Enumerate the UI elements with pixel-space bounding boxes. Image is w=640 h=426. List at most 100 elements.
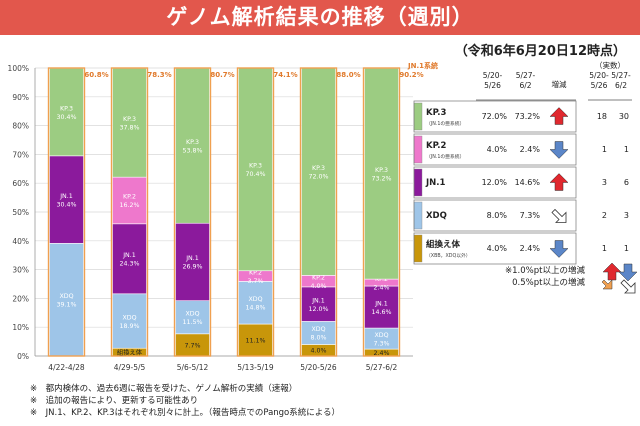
bar-data-label: JN.1 30.4%: [56, 193, 76, 209]
bar-segment: [364, 67, 399, 280]
row-name: XDQ: [426, 211, 447, 221]
bar-data-label: KP.3 72.0%: [308, 165, 328, 181]
row-color-swatch: [413, 201, 423, 230]
bar-data-label: XDQ 14.8%: [245, 296, 265, 312]
footnote-2: ※ 追加の報告により、更新する可能性あり: [30, 396, 199, 406]
row-pct-curr: 2.4%: [520, 145, 541, 154]
arrow-down-icon: [549, 141, 569, 159]
bar-data-label: XDQ 39.1%: [56, 293, 76, 309]
bar-data-label: JN.1 12.0%: [308, 297, 328, 313]
jn1-lineage-pct: 90.2%: [399, 71, 423, 79]
table-header-period: 5/27-6/2: [516, 71, 536, 90]
row-count-curr: 1: [624, 244, 629, 253]
row-name: KP.2: [426, 141, 446, 151]
row-pct-prev: 12.0%: [482, 178, 508, 187]
y-tick-label: 0%: [17, 352, 29, 361]
row-name: KP.3: [426, 108, 446, 118]
jn1-lineage-pct: 60.8%: [84, 71, 108, 79]
row-frame: [413, 199, 577, 232]
jn1-lineage-outline: [110, 67, 149, 357]
bar-data-label: KP.3 37.8%: [119, 116, 139, 132]
legend-small-label: 0.5%pt以上の増減: [512, 278, 585, 288]
x-tick-label: 5/27-6/2: [366, 363, 398, 372]
bar-segment: [364, 285, 399, 329]
bar-segment: [175, 300, 210, 335]
row-pct-prev: 8.0%: [487, 211, 508, 220]
x-tick-label: 5/13-5/19: [237, 363, 274, 372]
row-frame: [413, 166, 577, 199]
bar-segment: [238, 281, 273, 325]
row-pct-prev: 72.0%: [482, 112, 508, 121]
row-color-swatch: [413, 168, 423, 197]
jn1-lineage-outline: [173, 67, 212, 357]
bar-data-label: JN.1 24.3%: [119, 252, 139, 268]
stacked-bar-chart: 0% 10% 20% 30% 40% 50% 60% 70% 80% 90% 100% XDQ 39.1…: [8, 60, 638, 372]
arrow-down-icon: [549, 240, 569, 258]
row-count-curr: 3: [624, 211, 629, 220]
footnote-1: ※ 都内検体の、過去6週に報告を受けた、ゲノム解析の実績（速報）: [30, 384, 298, 394]
page-title: ゲノム解析結果の推移（週別）: [0, 0, 640, 35]
row-count-curr: 1: [624, 145, 629, 154]
jn1-lineage-outline: [362, 67, 401, 357]
as-of-date: （令和6年6月20日12時点）: [454, 44, 626, 59]
footnotes: ※ 都内検体の、過去6週に報告を受けた、ゲノム解析の実績（速報） ※ 追加の報告…: [30, 383, 340, 419]
bar-data-label: KP.3 70.4%: [245, 163, 265, 179]
bar-data-label: JN.1 14.6%: [371, 300, 391, 316]
legend-big-label: ※1.0%pt以上の増減: [505, 266, 585, 276]
table-header-count-period: 5/27-6/2: [611, 71, 631, 90]
table-header-counts-title: （実数）: [595, 60, 625, 70]
row-name: JN.1: [425, 178, 446, 188]
arrow-up-icon: [602, 262, 622, 281]
bar-data-label: 組換え体: [117, 348, 143, 357]
bar-segment: [301, 67, 336, 276]
row-pct-prev: 4.0%: [487, 145, 508, 154]
x-tick-label: 4/29-5/5: [114, 363, 146, 372]
bar-segment: [301, 286, 336, 322]
bar-segment: [112, 293, 147, 349]
bar-data-label: KP.3 73.2%: [371, 167, 391, 183]
arrow-up-left-icon: [601, 279, 613, 290]
bar-data-label: KP.3 53.8%: [182, 139, 202, 155]
row-pct-curr: 14.6%: [515, 178, 541, 187]
bar-segment: [175, 222, 210, 302]
bar-data-label: JN.1 26.9%: [182, 255, 202, 271]
row-pct-curr: 7.3%: [520, 211, 541, 220]
row-subtitle: （XBB，XDQ以外）: [426, 252, 471, 259]
jn1-lineage-pct: 80.7%: [210, 71, 234, 79]
arrow-down-icon: [618, 263, 638, 282]
row-count-prev: 1: [602, 244, 607, 253]
y-tick-label: 80%: [12, 122, 29, 131]
arrow-up-icon: [549, 107, 569, 125]
jn1-lineage-pct: 78.3%: [147, 71, 171, 79]
y-tick-label: 60%: [12, 179, 29, 188]
bar-data-label: KP.2 4.0%: [311, 274, 327, 290]
table-header-count-period: 5/20-5/26: [589, 71, 609, 90]
jn1-lineage-outline: [299, 67, 338, 357]
y-tick-label: 90%: [12, 93, 29, 102]
row-count-prev: 1: [602, 145, 607, 154]
bar-data-label: KP.3 30.4%: [56, 105, 76, 121]
arrow-down-right-icon: [551, 208, 567, 223]
y-tick-label: 100%: [8, 64, 29, 73]
y-tick-label: 30%: [12, 266, 29, 275]
bar-data-label: KP.2 3.7%: [248, 269, 264, 285]
table-header-period: 5/20-5/26: [483, 71, 503, 90]
jn1-lineage-outline: [47, 67, 86, 357]
bar-segment: [112, 176, 147, 225]
y-tick-label: 50%: [12, 208, 29, 217]
row-count-curr: 6: [624, 178, 629, 187]
row-frame: [413, 100, 577, 133]
row-subtitle: （JN.1の亜系統）: [426, 120, 464, 127]
row-count-prev: 2: [602, 211, 607, 220]
jn1-lineage-pct: 88.0%: [336, 71, 360, 79]
row-count-prev: 18: [597, 112, 607, 121]
bar-data-label: 4.0%: [311, 348, 327, 355]
row-subtitle: （JN.1の亜系統）: [426, 153, 464, 160]
arrow-up-icon: [549, 173, 569, 191]
table-header-change: 増減: [552, 79, 567, 89]
row-count-curr: 30: [619, 112, 629, 121]
jn1-lineage-outline: [236, 67, 275, 357]
row-color-swatch: [413, 234, 423, 263]
jn1-lineage-label: JN.1系統: [407, 61, 438, 70]
row-color-swatch: [413, 102, 423, 131]
